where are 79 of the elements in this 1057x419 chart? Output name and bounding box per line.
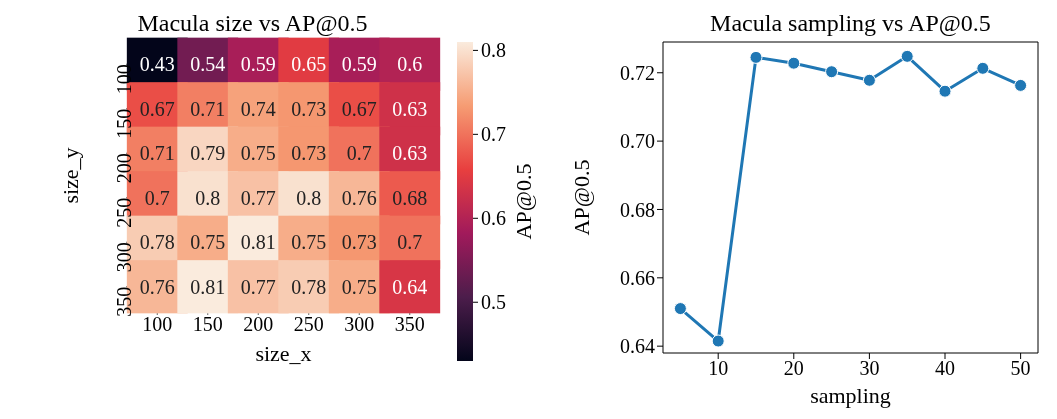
x-tick-label: 100 bbox=[142, 313, 173, 336]
y-tick-label: 0.66 bbox=[620, 266, 655, 289]
data-label: 0.7 bbox=[397, 231, 423, 254]
y-tick-label: 300 bbox=[113, 242, 136, 273]
x-tick-label: 250 bbox=[293, 313, 324, 336]
data-label: 0.6 bbox=[397, 53, 423, 76]
point bbox=[711, 334, 725, 348]
x-tick-label: 150 bbox=[192, 313, 223, 336]
y-tick-label: 150 bbox=[113, 108, 136, 139]
data-label: 0.7 bbox=[144, 186, 170, 209]
point bbox=[673, 302, 687, 316]
chart-title: Macula sampling vs AP@0.5 bbox=[709, 10, 992, 37]
color-bar-label: 0.6 bbox=[481, 207, 506, 230]
data-label: 0.73 bbox=[291, 142, 327, 165]
x-tick-label: 10 bbox=[708, 357, 729, 380]
data-label: 0.65 bbox=[291, 53, 327, 76]
x-axis-title: size_x bbox=[255, 341, 312, 366]
data-label: 0.64 bbox=[392, 275, 428, 298]
x-tick-label: 30 bbox=[859, 357, 880, 380]
data-label: 0.63 bbox=[392, 142, 428, 165]
data-label: 0.74 bbox=[240, 97, 276, 120]
data-label: 0.71 bbox=[139, 142, 175, 165]
color-bar-label: 0.8 bbox=[481, 39, 506, 62]
y-tick-label: 200 bbox=[113, 153, 136, 184]
point bbox=[749, 50, 763, 64]
x-tick-label: 300 bbox=[344, 313, 375, 336]
x-axis-title: sampling bbox=[810, 383, 891, 408]
chart-title: Macula size vs AP@0.5 bbox=[136, 10, 369, 37]
point bbox=[825, 65, 839, 79]
y-tick-label: 250 bbox=[113, 197, 136, 228]
data-label: 0.54 bbox=[190, 53, 226, 76]
data-label: 0.67 bbox=[341, 97, 377, 120]
data-label: 0.77 bbox=[240, 275, 276, 298]
y-tick-label: 350 bbox=[113, 286, 136, 317]
y-tick-label: 0.64 bbox=[620, 335, 655, 358]
data-label: 0.67 bbox=[139, 97, 175, 120]
y-tick-label: 0.70 bbox=[620, 130, 655, 153]
x-tick-label: 50 bbox=[1010, 357, 1031, 380]
point bbox=[787, 56, 801, 70]
data-label: 0.71 bbox=[190, 97, 226, 120]
x-tick-label: 350 bbox=[394, 313, 425, 336]
data-label: 0.63 bbox=[392, 97, 428, 120]
y-tick-label: 0.72 bbox=[620, 61, 655, 84]
data-label: 0.8 bbox=[296, 186, 322, 209]
point bbox=[938, 84, 952, 98]
data-label: 0.81 bbox=[190, 275, 226, 298]
data-label: 0.59 bbox=[240, 53, 276, 76]
data-label: 0.75 bbox=[240, 142, 276, 165]
data-label: 0.73 bbox=[291, 97, 327, 120]
color-bar-title: AP@0.5 bbox=[511, 163, 536, 240]
x-tick-label: 40 bbox=[935, 357, 956, 380]
data-label: 0.78 bbox=[139, 231, 175, 254]
data-label: 0.79 bbox=[190, 142, 226, 165]
data-label: 0.75 bbox=[291, 231, 327, 254]
y-axis-title: size_y bbox=[57, 147, 83, 204]
y-tick-label: 0.68 bbox=[620, 198, 655, 221]
data-label: 0.43 bbox=[139, 53, 175, 76]
data-label: 0.81 bbox=[240, 231, 276, 254]
data-label: 0.8 bbox=[195, 186, 221, 209]
data-label: 0.75 bbox=[190, 231, 226, 254]
data-label: 0.78 bbox=[291, 275, 327, 298]
data-label: 0.76 bbox=[341, 186, 377, 209]
x-tick-label: 200 bbox=[243, 313, 274, 336]
y-tick-label: 100 bbox=[113, 64, 136, 95]
point bbox=[976, 61, 990, 75]
point bbox=[1014, 78, 1028, 92]
data-label: 0.7 bbox=[346, 142, 372, 165]
y-axis-title: AP@0.5 bbox=[568, 159, 594, 236]
data-label: 0.77 bbox=[240, 186, 276, 209]
data-label: 0.73 bbox=[341, 231, 377, 254]
color-bar-label: 0.7 bbox=[481, 123, 506, 146]
color-bar-label: 0.5 bbox=[481, 291, 506, 314]
data-label: 0.75 bbox=[341, 275, 377, 298]
data-label: 0.76 bbox=[139, 275, 175, 298]
data-label: 0.68 bbox=[392, 186, 428, 209]
x-tick-label: 20 bbox=[783, 357, 804, 380]
point bbox=[862, 73, 876, 87]
data-label: 0.59 bbox=[341, 53, 377, 76]
point bbox=[900, 49, 914, 63]
